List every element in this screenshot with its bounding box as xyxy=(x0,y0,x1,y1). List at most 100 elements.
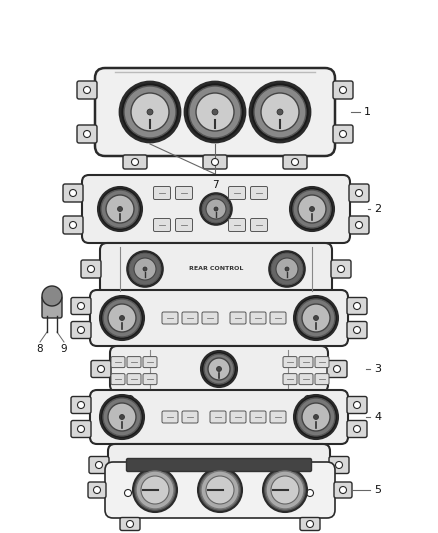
Circle shape xyxy=(297,398,335,436)
Text: 8: 8 xyxy=(37,344,43,354)
FancyBboxPatch shape xyxy=(42,296,62,318)
Circle shape xyxy=(78,327,85,334)
Circle shape xyxy=(297,299,335,337)
Circle shape xyxy=(103,299,141,337)
FancyBboxPatch shape xyxy=(63,184,83,202)
Circle shape xyxy=(141,476,169,504)
Circle shape xyxy=(124,489,131,497)
Circle shape xyxy=(353,327,360,334)
FancyBboxPatch shape xyxy=(77,81,97,99)
Circle shape xyxy=(202,195,230,223)
Circle shape xyxy=(216,367,222,372)
Text: 5: 5 xyxy=(374,485,381,495)
FancyBboxPatch shape xyxy=(127,458,311,472)
Circle shape xyxy=(266,471,304,509)
Circle shape xyxy=(88,265,95,272)
Text: 3: 3 xyxy=(374,364,381,374)
FancyBboxPatch shape xyxy=(91,360,111,377)
FancyBboxPatch shape xyxy=(270,411,286,423)
Circle shape xyxy=(120,316,124,320)
Circle shape xyxy=(108,304,136,332)
FancyBboxPatch shape xyxy=(230,312,246,324)
FancyBboxPatch shape xyxy=(110,296,134,310)
Circle shape xyxy=(261,93,299,131)
FancyBboxPatch shape xyxy=(95,68,335,156)
Circle shape xyxy=(131,93,169,131)
FancyBboxPatch shape xyxy=(299,357,313,368)
FancyBboxPatch shape xyxy=(349,184,369,202)
FancyBboxPatch shape xyxy=(349,216,369,234)
Circle shape xyxy=(294,395,338,439)
Circle shape xyxy=(42,286,62,306)
Text: 9: 9 xyxy=(61,344,67,354)
FancyBboxPatch shape xyxy=(329,456,349,473)
Circle shape xyxy=(263,468,307,512)
FancyBboxPatch shape xyxy=(117,487,139,499)
FancyBboxPatch shape xyxy=(334,482,352,498)
Circle shape xyxy=(269,251,305,287)
Circle shape xyxy=(298,195,326,223)
FancyBboxPatch shape xyxy=(153,187,170,199)
Circle shape xyxy=(70,222,77,229)
FancyBboxPatch shape xyxy=(347,321,367,338)
FancyBboxPatch shape xyxy=(297,392,319,406)
Circle shape xyxy=(98,366,105,373)
Circle shape xyxy=(302,403,330,431)
Circle shape xyxy=(314,316,318,320)
FancyBboxPatch shape xyxy=(88,482,106,498)
Circle shape xyxy=(124,86,176,138)
Circle shape xyxy=(134,258,156,280)
FancyBboxPatch shape xyxy=(230,411,246,423)
Circle shape xyxy=(271,476,299,504)
Circle shape xyxy=(302,304,330,332)
Circle shape xyxy=(95,462,102,469)
FancyBboxPatch shape xyxy=(250,312,266,324)
Text: 1: 1 xyxy=(364,107,371,117)
FancyBboxPatch shape xyxy=(71,297,91,314)
FancyBboxPatch shape xyxy=(123,155,147,169)
Circle shape xyxy=(143,267,147,271)
Circle shape xyxy=(206,199,226,219)
Circle shape xyxy=(201,471,239,509)
FancyBboxPatch shape xyxy=(89,456,109,473)
FancyBboxPatch shape xyxy=(111,357,125,368)
FancyBboxPatch shape xyxy=(283,155,307,169)
Circle shape xyxy=(307,489,314,497)
FancyBboxPatch shape xyxy=(90,390,348,444)
FancyBboxPatch shape xyxy=(229,219,246,231)
Circle shape xyxy=(84,86,91,93)
Circle shape xyxy=(100,395,144,439)
Circle shape xyxy=(119,300,126,306)
FancyBboxPatch shape xyxy=(176,187,192,199)
FancyBboxPatch shape xyxy=(71,421,91,438)
Circle shape xyxy=(339,86,346,93)
Circle shape xyxy=(271,253,303,285)
Circle shape xyxy=(339,487,346,494)
Circle shape xyxy=(314,415,318,419)
FancyBboxPatch shape xyxy=(270,312,286,324)
FancyBboxPatch shape xyxy=(300,518,320,530)
FancyBboxPatch shape xyxy=(127,374,141,385)
Circle shape xyxy=(353,401,360,408)
Circle shape xyxy=(310,206,314,212)
Circle shape xyxy=(147,109,153,115)
FancyBboxPatch shape xyxy=(210,411,226,423)
Circle shape xyxy=(136,471,174,509)
Circle shape xyxy=(293,190,331,228)
Circle shape xyxy=(131,158,138,166)
FancyBboxPatch shape xyxy=(203,155,227,169)
FancyBboxPatch shape xyxy=(108,444,330,486)
Circle shape xyxy=(204,354,234,384)
Circle shape xyxy=(212,109,218,115)
Text: 2: 2 xyxy=(374,204,381,214)
Text: REAR CONTROL: REAR CONTROL xyxy=(189,266,243,271)
Circle shape xyxy=(333,366,340,373)
FancyBboxPatch shape xyxy=(299,487,321,499)
FancyBboxPatch shape xyxy=(347,397,367,414)
Circle shape xyxy=(285,267,289,271)
FancyBboxPatch shape xyxy=(162,312,178,324)
FancyBboxPatch shape xyxy=(90,290,348,346)
Circle shape xyxy=(254,86,306,138)
FancyBboxPatch shape xyxy=(182,411,198,423)
Circle shape xyxy=(304,395,311,402)
